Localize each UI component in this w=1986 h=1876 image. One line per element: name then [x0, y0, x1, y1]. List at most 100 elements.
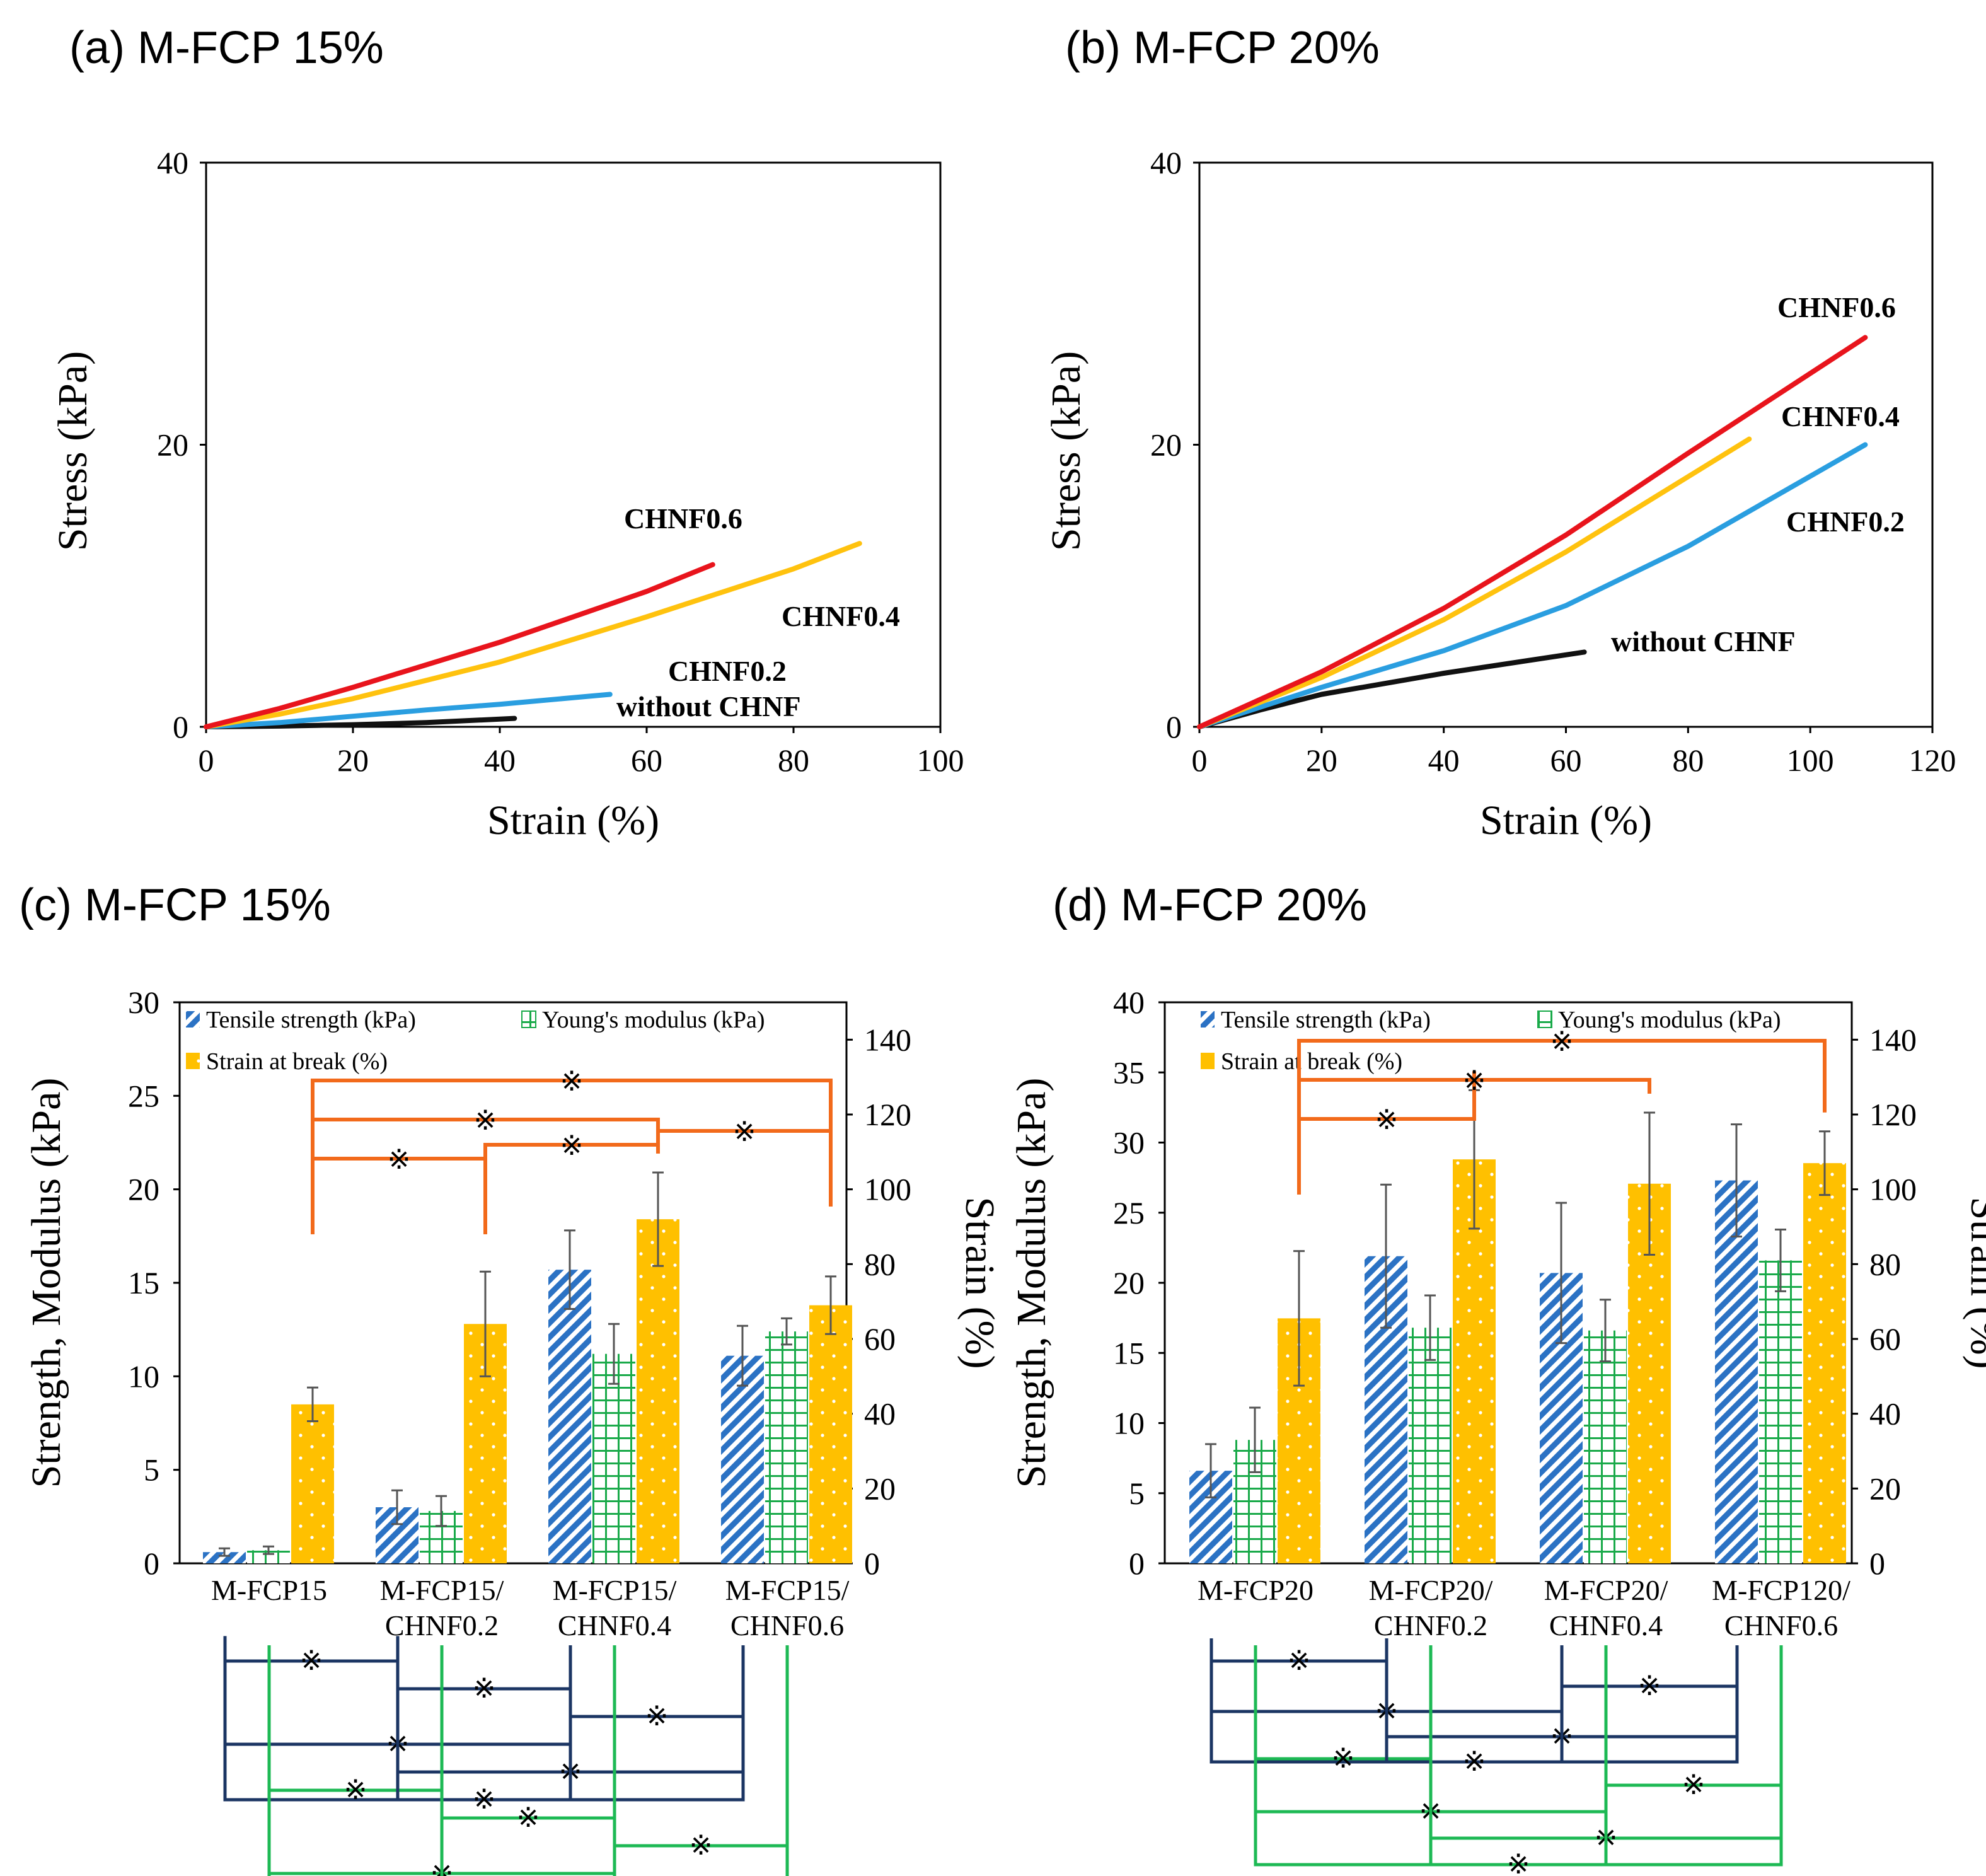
sig-mark: ※ — [560, 1065, 584, 1097]
y2-tick-label: 60 — [864, 1321, 896, 1357]
sig-bracket-strain — [311, 1079, 833, 1156]
sig-mark: ※ — [517, 1802, 540, 1834]
series-line-chnf04 — [204, 541, 862, 729]
error-bar — [737, 1324, 748, 1387]
y-tick-label: 0 — [1129, 1546, 1145, 1581]
series-line-chnf04 — [1197, 436, 1752, 729]
category-label: M-FCP15/ — [553, 1574, 677, 1606]
panel-title-b: (b) M-FCP 20% — [1065, 23, 1380, 73]
y2-tick-label: 120 — [1869, 1097, 1917, 1132]
y-tick-label: 40 — [1113, 985, 1145, 1020]
sig-mark: ※ — [1463, 1746, 1486, 1778]
x-tick-label: 40 — [1428, 743, 1460, 778]
y-tick-label: 10 — [1113, 1406, 1145, 1441]
legend-swatch — [521, 1010, 536, 1028]
sig-mark: ※ — [344, 1774, 367, 1806]
y-tick-label: 30 — [128, 985, 159, 1020]
panel-title-d: (d) M-FCP 20% — [1053, 880, 1367, 930]
category-label: M-FCP120/ — [1712, 1574, 1850, 1606]
category-label: M-FCP15 — [211, 1574, 327, 1606]
category-label: M-FCP15/ — [725, 1574, 850, 1606]
y-tick-label: 15 — [1113, 1335, 1145, 1370]
category-label: M-FCP20/ — [1369, 1574, 1493, 1606]
tensile-bar — [721, 1355, 764, 1563]
category-label: M-FCP20/ — [1544, 1574, 1668, 1606]
x-axis-title: Strain (%) — [1480, 797, 1652, 843]
series-line-chnf06 — [1197, 335, 1868, 729]
y2-tick-label: 60 — [1869, 1321, 1901, 1357]
x-axis-title: Strain (%) — [487, 797, 659, 843]
error-bar — [1249, 1406, 1261, 1473]
error-bar — [263, 1545, 274, 1555]
y-tick-label: 25 — [1113, 1195, 1145, 1230]
legend-swatch — [1537, 1010, 1552, 1028]
x-tick-label: 60 — [631, 743, 662, 778]
error-bar — [1819, 1130, 1830, 1196]
strain-bar — [809, 1305, 852, 1563]
category-label: CHNF0.2 — [1374, 1609, 1487, 1642]
sig-bracket-strain — [656, 1129, 833, 1207]
legend-label: Strain at break (%) — [206, 1048, 388, 1075]
sig-mark: ※ — [560, 1130, 584, 1162]
y2-tick-label: 120 — [864, 1097, 911, 1132]
x-tick-label: 0 — [199, 743, 214, 778]
error-bar — [1775, 1228, 1786, 1292]
sig-mark: ※ — [1507, 1848, 1530, 1876]
y2-tick-label: 140 — [1869, 1022, 1917, 1057]
error-bar — [1424, 1294, 1436, 1361]
series-label-chnf04: CHNF0.4 — [782, 600, 900, 632]
y2-tick-label: 0 — [1869, 1546, 1885, 1581]
modulus-bar — [1409, 1328, 1452, 1563]
error-bar — [825, 1275, 836, 1335]
x-tick-label: 100 — [1787, 743, 1834, 778]
y2-tick-label: 40 — [864, 1396, 896, 1432]
tensile-bar — [548, 1270, 591, 1563]
y-tick-label: 0 — [1166, 709, 1182, 744]
y-axis-title: Strength, Modulus (kPa) — [1008, 1078, 1054, 1488]
sig-mark: ※ — [473, 1783, 496, 1815]
y-tick-label: 40 — [157, 145, 188, 180]
sig-mark: ※ — [473, 1672, 496, 1705]
series-label-chnf04: CHNF0.4 — [1781, 400, 1900, 432]
panel-title-a: (a) M-FCP 15% — [69, 23, 384, 73]
error-bar — [391, 1489, 403, 1526]
y-tick-label: 20 — [128, 1172, 159, 1207]
legend-label: Tensile strength (kPa) — [1221, 1007, 1431, 1033]
category-label: M-FCP20 — [1198, 1574, 1313, 1606]
y2-axis-title: Strain (%) — [1962, 1196, 1986, 1369]
y-axis-title: Strength, Modulus (kPa) — [23, 1078, 69, 1488]
error-bar — [781, 1317, 792, 1346]
sig-mark: ※ — [388, 1144, 411, 1176]
legend-swatch — [1201, 1011, 1215, 1028]
category-label: CHNF0.2 — [385, 1609, 499, 1642]
y2-tick-label: 0 — [864, 1546, 880, 1581]
error-bar — [1731, 1123, 1742, 1238]
y-tick-label: 0 — [144, 1546, 159, 1581]
y-tick-label: 20 — [157, 427, 188, 463]
y2-tick-label: 20 — [864, 1471, 896, 1506]
series-line-chnf06 — [204, 562, 715, 729]
x-tick-label: 80 — [1672, 743, 1704, 778]
strain-bar — [637, 1219, 679, 1563]
y-tick-label: 20 — [1150, 427, 1182, 463]
modulus-bar — [1584, 1330, 1627, 1563]
modulus-bar — [592, 1353, 635, 1563]
tensile-bar — [1715, 1180, 1758, 1563]
sig-mark: ※ — [474, 1104, 497, 1137]
error-bar — [652, 1171, 664, 1267]
sig-mark: ※ — [1332, 1742, 1355, 1775]
y-tick-label: 25 — [128, 1078, 159, 1113]
error-bar — [564, 1229, 575, 1311]
legend-swatch — [186, 1011, 200, 1028]
legend-label: Tensile strength (kPa) — [206, 1007, 416, 1033]
sig-mark: ※ — [300, 1645, 323, 1677]
sig-mark: ※ — [1638, 1670, 1661, 1702]
legend-label: Young's modulus (kPa) — [542, 1007, 765, 1033]
y2-tick-label: 20 — [1869, 1471, 1901, 1506]
error-bar — [1293, 1250, 1305, 1387]
x-tick-label: 20 — [337, 743, 369, 778]
y-tick-label: 5 — [1129, 1476, 1145, 1511]
y-tick-label: 40 — [1150, 145, 1182, 180]
